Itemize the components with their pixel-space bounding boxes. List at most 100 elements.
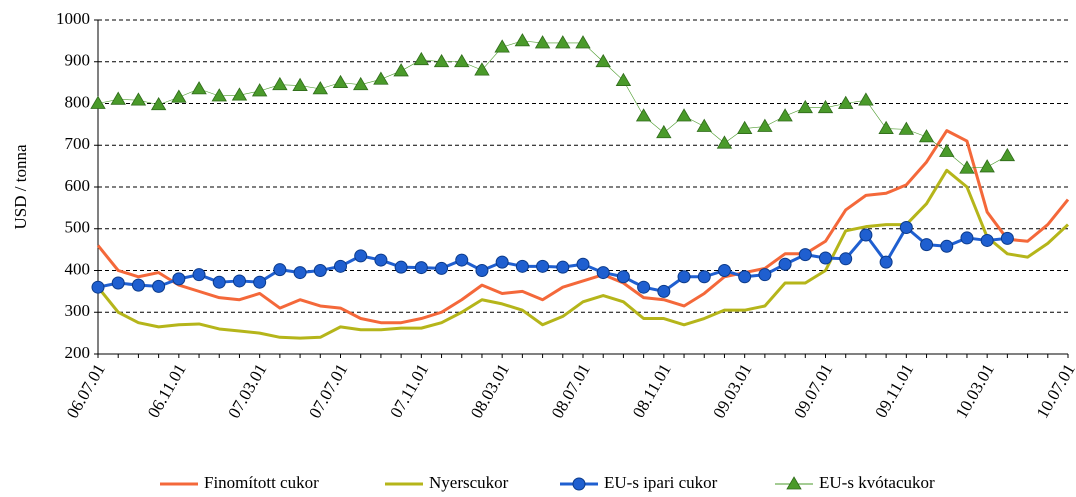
- x-tick-label: 10.03.01: [952, 360, 998, 421]
- legend-marker: [572, 477, 586, 491]
- x-tick-label: 06.11.01: [144, 360, 190, 420]
- x-tick-label: 07.11.01: [386, 360, 432, 420]
- point: [313, 264, 327, 277]
- point: [616, 270, 630, 284]
- y-axis-label: USD / tonna: [11, 144, 30, 229]
- point: [1000, 231, 1014, 245]
- point: [757, 118, 773, 132]
- x-tick-label: 10.07.01: [1033, 360, 1076, 421]
- point: [393, 63, 409, 77]
- series-line: [96, 168, 1070, 340]
- point: [514, 33, 531, 47]
- point: [555, 35, 571, 49]
- y-tick-label: 300: [65, 301, 91, 320]
- point: [878, 120, 894, 134]
- point: [717, 264, 731, 277]
- point: [110, 91, 126, 105]
- y-tick-label: 600: [65, 176, 91, 195]
- point: [334, 259, 347, 273]
- point: [494, 39, 510, 53]
- point: [454, 53, 470, 68]
- point: [111, 276, 125, 290]
- point: [676, 108, 692, 122]
- point: [960, 231, 974, 245]
- point: [455, 253, 469, 267]
- point: [211, 88, 227, 102]
- point: [253, 275, 267, 289]
- point: [191, 81, 207, 95]
- point: [231, 87, 248, 101]
- point: [515, 259, 529, 273]
- point: [595, 53, 611, 68]
- point: [940, 239, 954, 253]
- point: [292, 77, 308, 91]
- point: [131, 278, 145, 292]
- y-tick-label: 700: [65, 134, 91, 153]
- point: [696, 118, 712, 132]
- point: [172, 272, 186, 286]
- point: [777, 108, 793, 122]
- point: [272, 76, 288, 91]
- point: [130, 92, 147, 106]
- point: [999, 147, 1016, 162]
- series-line: [97, 40, 1008, 169]
- point: [858, 92, 874, 106]
- point: [859, 228, 873, 242]
- point: [232, 274, 246, 288]
- legend-label: Nyerscukor: [429, 473, 509, 492]
- point: [373, 71, 389, 85]
- point: [536, 259, 550, 273]
- point: [353, 76, 369, 91]
- point: [899, 220, 913, 234]
- x-tick-label: 08.11.01: [629, 360, 675, 420]
- x-tick-label: 09.07.01: [790, 360, 836, 421]
- series-line: [97, 225, 1008, 293]
- y-tick-label: 400: [65, 259, 91, 278]
- y-tick-label: 500: [65, 218, 91, 237]
- point: [637, 280, 651, 294]
- point: [293, 266, 307, 280]
- point: [575, 35, 591, 49]
- point: [939, 143, 955, 157]
- legend-label: EU-s ipari cukor: [604, 473, 718, 492]
- point: [657, 284, 671, 298]
- point: [615, 72, 632, 86]
- point: [534, 35, 551, 49]
- point: [150, 96, 167, 111]
- point: [474, 62, 490, 76]
- point: [677, 270, 691, 284]
- point: [495, 255, 509, 269]
- x-tick-label: 09.11.01: [871, 360, 917, 420]
- point: [435, 261, 449, 275]
- point: [192, 268, 206, 282]
- point: [475, 264, 489, 277]
- x-tick-label: 07.03.01: [224, 360, 270, 421]
- point: [273, 263, 287, 277]
- y-tick-label: 200: [65, 343, 91, 362]
- point: [838, 95, 854, 109]
- y-tick-label: 800: [65, 92, 91, 111]
- point: [433, 53, 450, 68]
- point: [212, 275, 226, 289]
- point: [251, 83, 268, 97]
- point: [879, 255, 893, 269]
- x-tick-label: 07.07.01: [305, 360, 351, 421]
- point: [778, 257, 792, 271]
- point: [920, 238, 934, 252]
- point: [817, 99, 834, 114]
- point: [91, 280, 105, 294]
- x-tick-label: 06.07.01: [63, 360, 109, 421]
- point: [312, 81, 328, 95]
- point: [596, 266, 610, 280]
- point: [918, 129, 935, 143]
- point: [635, 108, 652, 122]
- point: [959, 160, 975, 174]
- point: [413, 51, 430, 66]
- series-line: [96, 129, 1070, 325]
- legend-label: Finomított cukor: [204, 473, 319, 492]
- point: [332, 74, 349, 89]
- point: [738, 270, 752, 284]
- point: [716, 135, 733, 149]
- point: [656, 124, 672, 139]
